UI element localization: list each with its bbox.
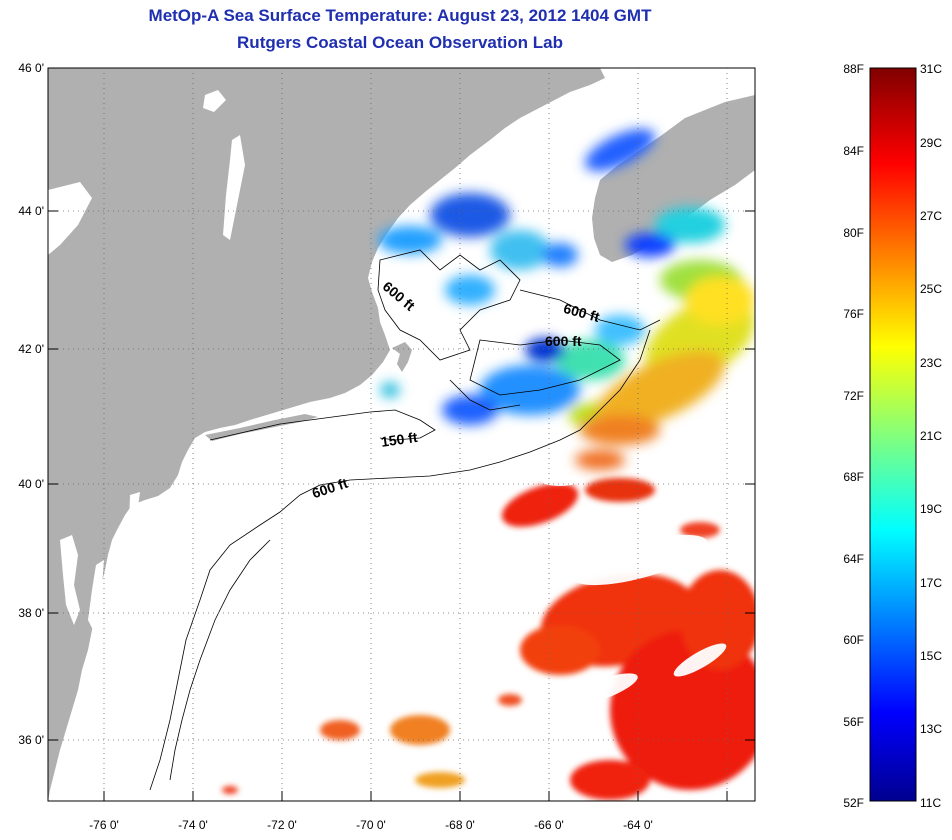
colorbar-f-label: 64F [843, 552, 864, 566]
lon-label: -70 0' [356, 818, 386, 832]
lat-label: 46 0' [18, 61, 44, 75]
colorbar-f-label: 84F [843, 144, 864, 158]
land-nova-scotia [592, 95, 755, 262]
map-title: MetOp-A Sea Surface Temperature: August … [148, 6, 652, 25]
colorbar [869, 67, 917, 802]
colorbar-c-label: 21C [920, 429, 943, 443]
lat-label: 40 0' [18, 477, 44, 491]
contour-georges-bank [469, 339, 621, 396]
lon-label: -68 0' [445, 818, 475, 832]
sst-cool-patches [378, 128, 740, 427]
lat-label: 42 0' [18, 342, 44, 356]
colorbar-f-label: 80F [843, 226, 864, 240]
colorbar-c-label: 11C [920, 796, 942, 810]
contour-label: 600 ft [545, 333, 582, 349]
colorbar-c-label: 29C [920, 136, 943, 150]
contour-600ft-shelf [149, 329, 651, 791]
lon-label: -64 0' [623, 818, 653, 832]
lakes [48, 90, 245, 630]
land-long-island [205, 414, 318, 441]
map-subtitle: Rutgers Coastal Ocean Observation Lab [237, 33, 563, 52]
land-mainland [48, 68, 605, 801]
colorbar-c-label: 15C [920, 649, 943, 663]
contour-gulf-maine [377, 249, 521, 361]
graticule [48, 68, 755, 801]
colorbar-f-label: 52F [843, 796, 864, 810]
colorbar-c-label: 31C [920, 62, 943, 76]
lat-label: 44 0' [18, 204, 44, 218]
colorbar-c-label: 23C [920, 356, 943, 370]
lon-label: -66 0' [534, 818, 564, 832]
colorbar-f-label: 72F [843, 389, 864, 403]
colorbar-f-label: 56F [843, 715, 864, 729]
colorbar-f-label: 60F [843, 633, 864, 647]
colorbar-f-label: 68F [843, 470, 864, 484]
lon-label: -76 0' [89, 818, 119, 832]
colorbar-c-label: 19C [920, 502, 943, 516]
sst-warm-band [575, 275, 755, 470]
colorbar-c-label: 17C [920, 576, 943, 590]
sst-hot-patches [222, 478, 755, 800]
contour-600ft-georges [519, 289, 661, 331]
lon-label: -72 0' [267, 818, 297, 832]
colorbar-c-label: 13C [920, 722, 943, 736]
contour-150ft [209, 409, 436, 441]
tick-marks [48, 210, 755, 801]
map-frame [47, 67, 756, 802]
colorbar-c-label: 27C [920, 209, 943, 223]
lat-label: 36 0' [18, 733, 44, 747]
land-cape-cod [392, 342, 412, 372]
colorbar-c-label: 25C [920, 282, 943, 296]
depth-contours [149, 249, 661, 791]
colorbar-f-label: 88F [843, 62, 864, 76]
lat-label: 38 0' [18, 606, 44, 620]
cloud-gaps [540, 464, 727, 707]
lon-label: -74 0' [178, 818, 208, 832]
colorbar-f-label: 76F [843, 307, 864, 321]
